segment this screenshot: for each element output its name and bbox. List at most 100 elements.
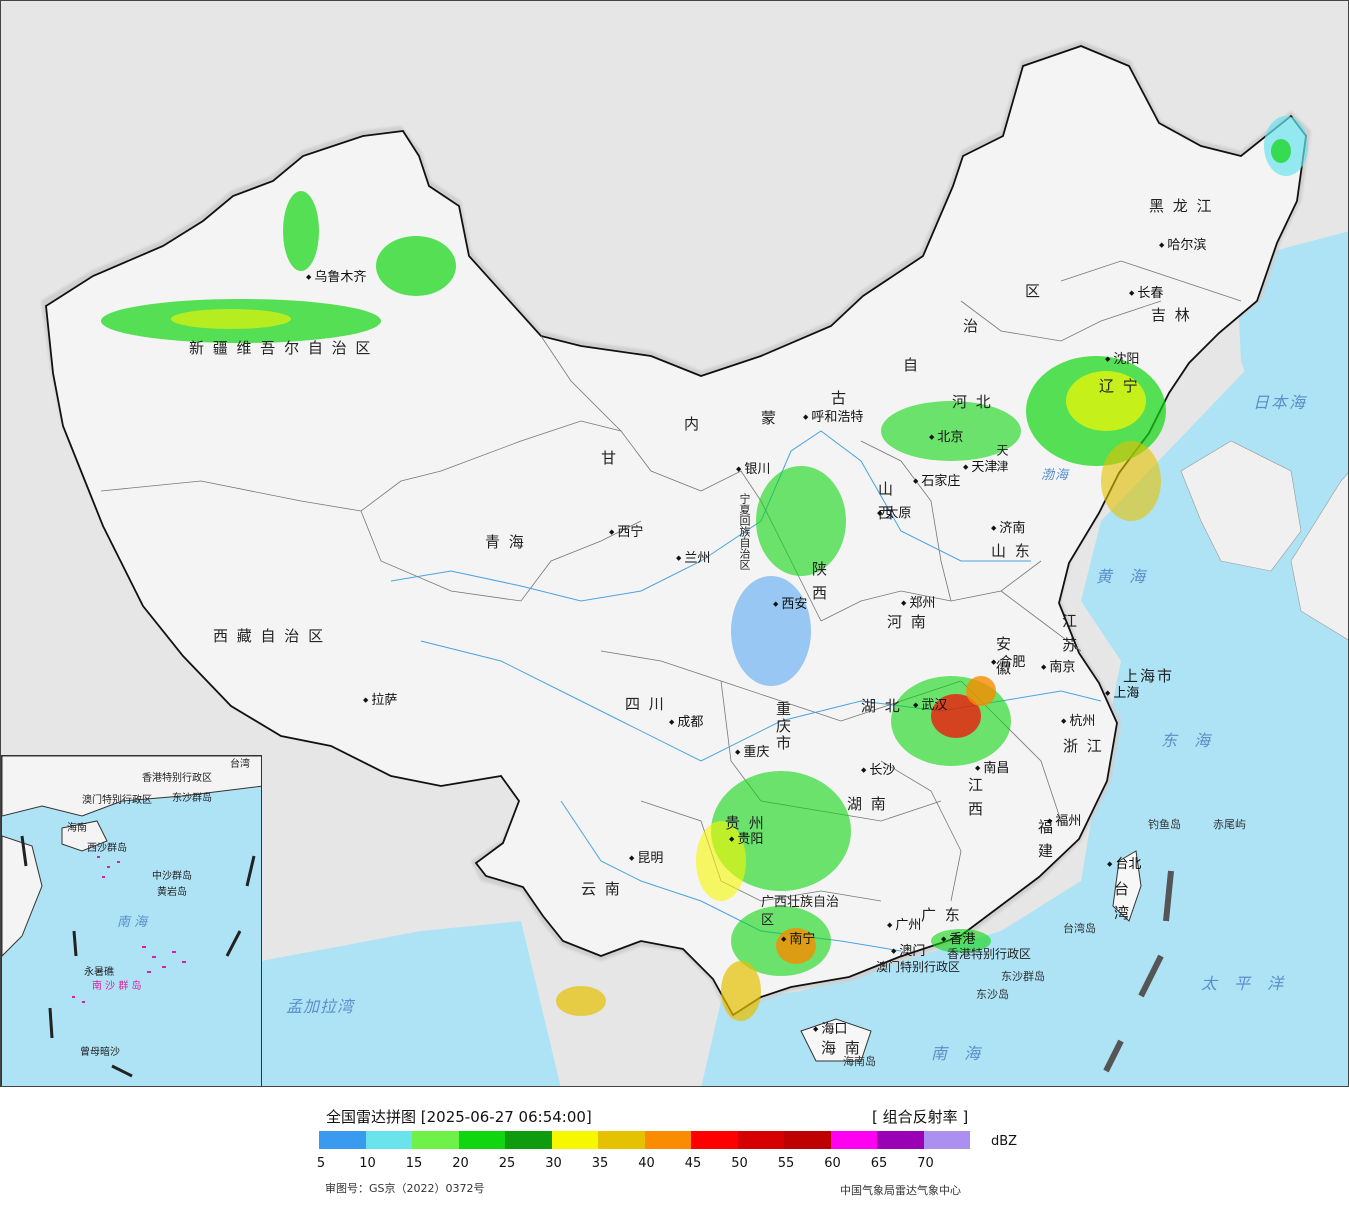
region-label-shaanxi: 陕 西 xyxy=(810,561,828,602)
inset-label-xisha: 西沙群岛 xyxy=(87,843,127,854)
inset-label-south-sea: 南 海 xyxy=(117,915,148,930)
legend-swatch-45 xyxy=(691,1131,738,1149)
region-label-gansu: 甘 xyxy=(601,449,619,467)
city-beijing: 北京 xyxy=(929,431,963,444)
region-label-jiangxi: 江 西 xyxy=(966,777,984,818)
legend-tick-label: 55 xyxy=(777,1156,795,1171)
city-changsha: 长沙 xyxy=(861,764,895,777)
legend-swatch-60 xyxy=(830,1131,877,1149)
region-label-qinghai: 青 海 xyxy=(485,533,526,551)
legend-swatch-10 xyxy=(365,1131,412,1149)
province-boundaries xyxy=(100,260,1242,902)
city-haikou: 海口 xyxy=(813,1023,847,1036)
city-hangzhou: 杭州 xyxy=(1061,715,1095,728)
sea-label-pacific: 太 平 洋 xyxy=(1201,974,1290,993)
legend-unit: dBZ xyxy=(991,1134,1018,1149)
region-label-guangdong: 广 东 xyxy=(921,906,962,924)
region-label-shandong: 山 东 xyxy=(991,542,1032,560)
region-label-neimenggu-3: 古 xyxy=(831,389,849,407)
city-macau: 澳门 xyxy=(891,945,925,958)
island-diaoyu: 钓鱼岛 xyxy=(1148,818,1181,831)
city-kunming: 昆明 xyxy=(629,852,663,865)
region-label-hainan: 海 南 xyxy=(821,1039,862,1057)
region-label-neimenggu-5: 治 xyxy=(963,317,981,335)
legend-tick-label: 65 xyxy=(870,1156,888,1171)
region-label-henan: 河 南 xyxy=(887,613,928,631)
region-label-neimenggu-4: 自 xyxy=(903,356,921,374)
city-taiyuan: 太原 xyxy=(877,507,911,520)
legend-color-bar xyxy=(319,1131,970,1149)
legend-swatch-65 xyxy=(877,1131,924,1149)
region-label-guangxi: 广西壮族自治区 xyxy=(761,895,840,928)
city-urumqi: 乌鲁木齐 xyxy=(306,271,366,284)
region-label-yunnan: 云 南 xyxy=(581,880,622,898)
inset-geography xyxy=(2,756,261,1078)
city-tianjin: 天津 xyxy=(963,461,997,474)
legend-swatch-35 xyxy=(598,1131,645,1149)
sea-label-bohai: 渤海 xyxy=(1041,468,1070,483)
legend-product-type: [ 组合反射率 ] xyxy=(872,1108,969,1126)
inset-label-yongshu: 永暑礁 xyxy=(84,967,114,978)
legend-swatch-15 xyxy=(412,1131,459,1149)
legend-tick-label: 30 xyxy=(545,1156,562,1171)
legend-tick-label: 60 xyxy=(824,1156,841,1171)
city-hefei: 合肥 xyxy=(991,656,1025,669)
maritime-boundary-dashes xyxy=(1103,870,1174,1073)
legend-swatch-50 xyxy=(737,1131,784,1149)
legend-title: 全国雷达拼图 [2025-06-27 06:54:00] xyxy=(326,1108,592,1126)
region-label-neimenggu-6: 区 xyxy=(1025,282,1043,300)
inset-label-hk: 香港特别行政区 xyxy=(142,773,212,784)
legend-tick-label: 15 xyxy=(405,1156,423,1171)
region-label-neimenggu-1: 内 xyxy=(684,415,702,433)
city-yinchuan: 银川 xyxy=(736,463,770,476)
inset-label-zengmu: 曾母暗沙 xyxy=(80,1047,120,1058)
radar-echoes xyxy=(101,116,1308,1021)
region-label-guizhou: 贵 州 xyxy=(725,814,766,832)
city-chengdu: 成都 xyxy=(669,716,703,729)
sea-area-bengal xyxy=(261,921,561,1086)
city-xian: 西安 xyxy=(773,598,807,611)
inset-label-nansha: 南 沙 群 岛 xyxy=(92,981,142,992)
inset-label-dongsha: 东沙群岛 xyxy=(172,793,212,804)
inset-label-zhongsha: 中沙群岛 xyxy=(152,871,192,882)
legend-tick-label: 10 xyxy=(359,1156,376,1171)
city-chongqing: 重庆 xyxy=(735,746,769,759)
inset-label-hainan: 海南 xyxy=(67,823,87,834)
city-shanghai: 上海 xyxy=(1105,687,1139,700)
region-label-xinjiang: 新 疆 维 吾 尔 自 治 区 xyxy=(189,339,373,357)
legend-swatch-5 xyxy=(319,1131,366,1149)
sea-label-bengal: 孟加拉湾 xyxy=(286,997,355,1016)
island-taiwan: 台湾岛 xyxy=(1063,922,1096,935)
city-nanchang: 南昌 xyxy=(975,762,1009,775)
region-label-hongkong: 香港特别行政区 xyxy=(947,947,1032,961)
city-zhengzhou: 郑州 xyxy=(901,597,935,610)
legend-tick-label: 45 xyxy=(684,1156,702,1171)
region-label-fujian: 福 建 xyxy=(1036,819,1054,860)
korea-land xyxy=(1180,440,1302,572)
region-label-ningxia: 宁夏回族自治区 xyxy=(738,493,751,570)
city-guangzhou: 广州 xyxy=(887,919,921,932)
sea-label-yellow: 黄 海 xyxy=(1096,567,1152,586)
region-label-chongqing: 重庆市 xyxy=(774,701,792,752)
sea-label-japan: 日本海 xyxy=(1253,393,1308,412)
region-label-tianjin: 天 津 xyxy=(995,444,1009,472)
city-shenyang: 沈阳 xyxy=(1105,353,1139,366)
radar-map: 新 疆 维 吾 尔 自 治 区 西 藏 自 治 区 青 海 甘 内 蒙 古 自 … xyxy=(0,0,1349,1087)
island-chiwei: 赤尾屿 xyxy=(1213,818,1246,831)
south-china-sea-inset: 香港特别行政区 澳门特别行政区 东沙群岛 海南 西沙群岛 中沙群岛 黄岩岛 南 … xyxy=(1,755,262,1086)
city-wuhan: 武汉 xyxy=(913,699,947,712)
legend-swatch-20 xyxy=(458,1131,505,1149)
sea-label-south: 南 海 xyxy=(931,1044,987,1063)
legend-tick-label: 70 xyxy=(917,1156,934,1171)
region-label-hebei: 河 北 xyxy=(952,393,993,411)
legend-swatch-30 xyxy=(551,1131,598,1149)
inset-label-taiwan: 台湾 xyxy=(230,759,250,770)
region-label-shanghai: 上海市 xyxy=(1123,667,1175,685)
region-label-zhejiang: 浙 江 xyxy=(1063,737,1104,755)
island-dongsha-group: 东沙群岛 xyxy=(1001,970,1045,983)
city-taibei: 台北 xyxy=(1107,858,1141,871)
region-label-taiwan: 台 湾 xyxy=(1112,881,1130,922)
data-source-credit: 中国气象局雷达气象中心 xyxy=(840,1184,961,1197)
island-hainan: 海南岛 xyxy=(843,1055,876,1068)
inset-label-macau: 澳门特别行政区 xyxy=(82,795,152,806)
